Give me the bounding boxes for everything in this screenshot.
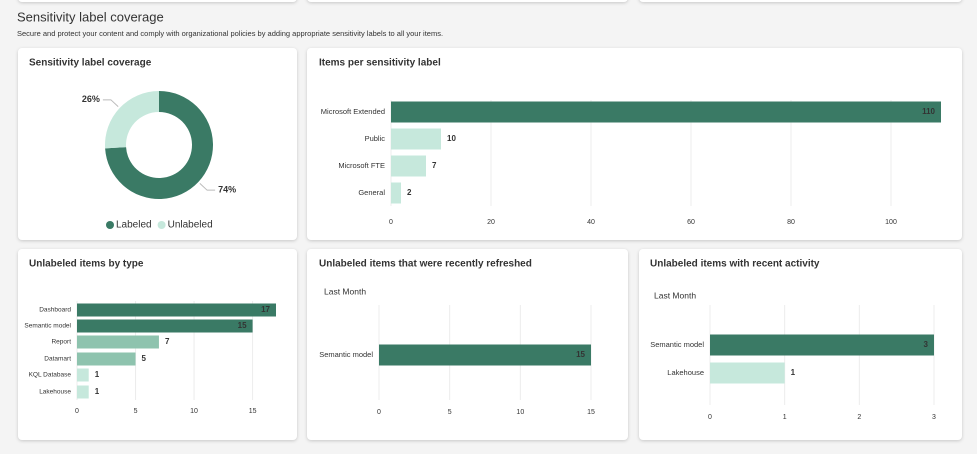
x-tick-label: 2 — [857, 414, 861, 421]
y-tick-label: Microsoft Extended — [321, 107, 385, 116]
card-subtitle: Last Month — [654, 290, 696, 300]
y-tick-label: Lakehouse — [39, 389, 71, 396]
x-tick-label: 5 — [134, 408, 138, 415]
bar — [379, 344, 591, 366]
y-tick-label: Microsoft FTE — [338, 161, 385, 170]
bar — [710, 334, 934, 356]
bar — [77, 319, 253, 333]
card — [307, 48, 962, 240]
data-label: 1 — [791, 368, 796, 377]
card — [639, 0, 962, 2]
bar — [391, 155, 426, 177]
y-tick-label: Lakehouse — [667, 368, 704, 377]
data-label: 110 — [922, 107, 935, 116]
legend-label: Unlabeled — [168, 220, 213, 231]
x-tick-label: 5 — [448, 409, 452, 416]
data-label: 1 — [95, 370, 100, 379]
x-tick-label: 0 — [708, 414, 712, 421]
y-tick-label: Report — [51, 339, 71, 346]
bar — [391, 101, 941, 123]
data-label: 17 — [261, 305, 270, 314]
x-tick-label: 100 — [885, 219, 897, 226]
x-tick-label: 40 — [587, 219, 595, 226]
leader-line — [102, 99, 119, 108]
y-tick-label: KQL Database — [29, 372, 72, 379]
x-tick-label: 10 — [516, 409, 524, 416]
data-label: 15 — [576, 350, 585, 359]
x-tick-label: 60 — [687, 219, 695, 226]
legend-swatch — [106, 221, 114, 229]
card-title: Unlabeled items by type — [29, 259, 144, 270]
card-title: Unlabeled items that were recently refre… — [319, 259, 532, 270]
bar — [77, 385, 89, 399]
data-label: 7 — [432, 161, 437, 170]
data-label: 3 — [924, 340, 929, 349]
card — [18, 48, 297, 240]
data-label: 5 — [142, 354, 147, 363]
x-tick-label: 0 — [389, 219, 393, 226]
x-tick-label: 10 — [190, 408, 198, 415]
x-tick-label: 0 — [377, 409, 381, 416]
x-tick-label: 0 — [75, 408, 79, 415]
legend-swatch — [157, 221, 166, 229]
data-label: 10 — [447, 134, 456, 143]
card — [18, 0, 297, 2]
bar — [391, 128, 441, 150]
x-tick-label: 15 — [249, 408, 257, 415]
bar — [391, 182, 401, 204]
leader-line — [199, 182, 216, 191]
donut-slice — [105, 91, 213, 200]
data-label: 1 — [95, 387, 100, 396]
card-title: Sensitivity label coverage — [29, 58, 152, 69]
bar — [710, 362, 785, 384]
section-title: Sensitivity label coverage — [17, 9, 164, 24]
y-tick-label: Semantic model — [319, 350, 373, 359]
card — [307, 0, 628, 2]
section-description: Secure and protect your content and comp… — [17, 29, 443, 38]
bar — [77, 352, 136, 366]
data-label: 2 — [407, 188, 412, 197]
x-tick-label: 15 — [587, 409, 595, 416]
x-tick-label: 20 — [487, 219, 495, 226]
data-label: 7 — [165, 337, 170, 346]
card-title: Unlabeled items with recent activity — [650, 259, 820, 270]
card-title: Items per sensitivity label — [319, 58, 441, 69]
donut-slice — [105, 91, 159, 149]
x-tick-label: 3 — [932, 414, 936, 421]
data-label: 74% — [218, 185, 236, 195]
y-tick-label: Datamart — [44, 356, 71, 363]
y-tick-label: Dashboard — [39, 307, 71, 314]
legend-label: Labeled — [116, 220, 152, 231]
data-label: 26% — [82, 94, 100, 104]
x-tick-label: 1 — [783, 414, 787, 421]
data-label: 15 — [238, 321, 247, 330]
x-tick-label: 80 — [787, 219, 795, 226]
y-tick-label: Semantic model — [24, 323, 71, 330]
bar — [77, 368, 89, 382]
y-tick-label: Public — [365, 134, 386, 143]
y-tick-label: Semantic model — [650, 340, 704, 349]
bar — [77, 335, 159, 349]
bar — [77, 303, 276, 317]
card-subtitle: Last Month — [324, 286, 366, 296]
y-tick-label: General — [358, 188, 385, 197]
